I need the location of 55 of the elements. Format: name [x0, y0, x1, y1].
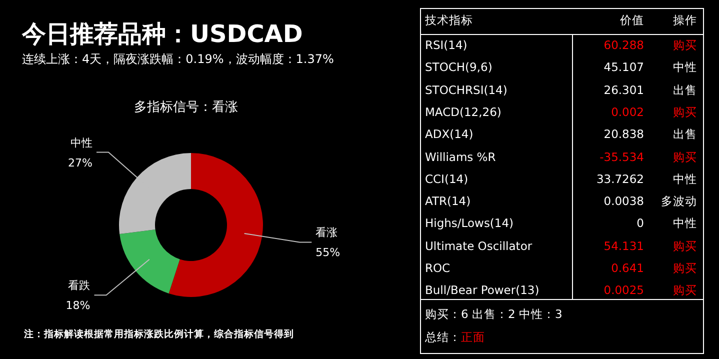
text: 0.0025 [604, 283, 644, 298]
category-label: Williams %R [425, 150, 496, 164]
text: 0.002 [611, 104, 644, 119]
donut-slice [119, 153, 191, 234]
donut-slice [120, 230, 180, 294]
text: 购买 [673, 283, 697, 298]
text: 购买 [673, 38, 697, 53]
category-label: ROC [425, 261, 450, 275]
slice-label: 看跌 [68, 279, 90, 292]
slice-label: 看涨 [316, 226, 338, 240]
data-label: 18% [66, 299, 90, 312]
category-label: STOCH(9,6) [425, 60, 492, 74]
text: 购买 [673, 261, 697, 276]
text: 购买 [673, 104, 697, 120]
text: 33.7262 [596, 172, 644, 186]
text: 45.107 [604, 60, 644, 74]
slice-label: 中性 [70, 136, 92, 150]
text: 60.288 [604, 38, 644, 52]
category-label: ADX(14) [425, 127, 474, 142]
text: 0.641 [611, 261, 644, 275]
category-label: STOCHRSI(14) [425, 82, 508, 97]
text: 购买 [673, 150, 697, 164]
text: 总结： [425, 330, 461, 344]
text: 正面 [461, 330, 485, 344]
text: 多波动 [661, 194, 697, 210]
text: 多指标信号：看涨 [133, 99, 239, 116]
category-label: CCI(14) [425, 172, 468, 186]
category-label: Highs/Lows(14) [425, 216, 514, 230]
text: 购买：6 出售：2 中性：3 [425, 307, 562, 322]
text: 中性 [673, 172, 697, 187]
text: 26.301 [604, 82, 644, 97]
category-label: MACD(12,26) [425, 104, 502, 119]
category-label: RSI(14) [425, 38, 468, 52]
text: 20.838 [604, 127, 644, 142]
text: -35.534 [600, 150, 644, 164]
text: 0 [636, 216, 644, 230]
text: 购买 [673, 238, 697, 254]
data-label: 27% [68, 156, 92, 170]
chart-subtitle: 连续上涨：4天，隔夜涨跌幅：0.19%，波动幅度：1.37% [22, 51, 334, 68]
text: 0.0038 [604, 194, 644, 208]
donut-slice [168, 153, 263, 297]
text: 操作 [673, 13, 697, 28]
text: 出售 [673, 127, 697, 142]
text: 价值 [620, 13, 644, 28]
chart-title: 今日推荐品种：USDCAD [22, 19, 303, 50]
text: 技术指标 [425, 13, 473, 28]
category-label: Ultimate Oscillator [425, 238, 532, 253]
text: 中性 [673, 60, 697, 76]
text: 中性 [673, 216, 697, 232]
category-label: ATR(14) [425, 194, 471, 208]
text: 注：指标解读根据常用指标涨跌比例计算，综合指标信号得到 [24, 328, 294, 341]
text: 54.131 [604, 238, 644, 253]
category-label: Bull/Bear Power(13) [425, 283, 540, 298]
text: 出售 [673, 82, 697, 98]
data-label: 55% [316, 246, 340, 260]
